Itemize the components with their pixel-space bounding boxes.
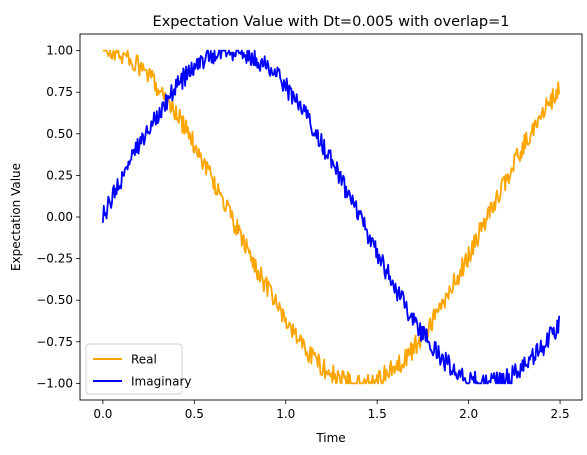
x-tick-label: 2.0 — [459, 407, 478, 421]
x-tick-label: 2.5 — [551, 407, 570, 421]
series-layer — [101, 49, 561, 385]
series-line-real — [102, 49, 561, 385]
y-axis-label: Expectation Value — [9, 163, 23, 271]
x-tick-label: 1.5 — [368, 407, 387, 421]
x-axis-label: Time — [315, 431, 345, 445]
y-tick-label: −1.00 — [36, 376, 73, 390]
legend-label-imaginary: Imaginary — [131, 375, 192, 389]
y-tick-label: 0.00 — [46, 210, 73, 224]
y-axis: −1.00 −0.75 −0.50 −0.25 0.00 0.25 0.50 0.75 1.00 — [36, 44, 80, 390]
y-tick-label: −0.25 — [36, 252, 73, 266]
legend-label-real: Real — [131, 353, 157, 367]
x-axis: 0.0 0.5 1.0 1.5 2.0 2.5 — [93, 400, 570, 421]
y-tick-label: 0.50 — [46, 127, 73, 141]
x-tick-label: 1.0 — [276, 407, 295, 421]
x-tick-label: 0.5 — [185, 407, 204, 421]
y-tick-label: −0.50 — [36, 293, 73, 307]
y-tick-label: 1.00 — [46, 44, 73, 58]
chart-title: Expectation Value with Dt=0.005 with ove… — [153, 14, 510, 30]
x-tick-label: 0.0 — [93, 407, 112, 421]
y-tick-label: −0.75 — [36, 335, 73, 349]
y-tick-label: 0.25 — [46, 168, 73, 182]
y-tick-label: 0.75 — [46, 85, 73, 99]
series-line-imaginary — [101, 49, 561, 385]
legend: Real Imaginary — [85, 343, 192, 395]
